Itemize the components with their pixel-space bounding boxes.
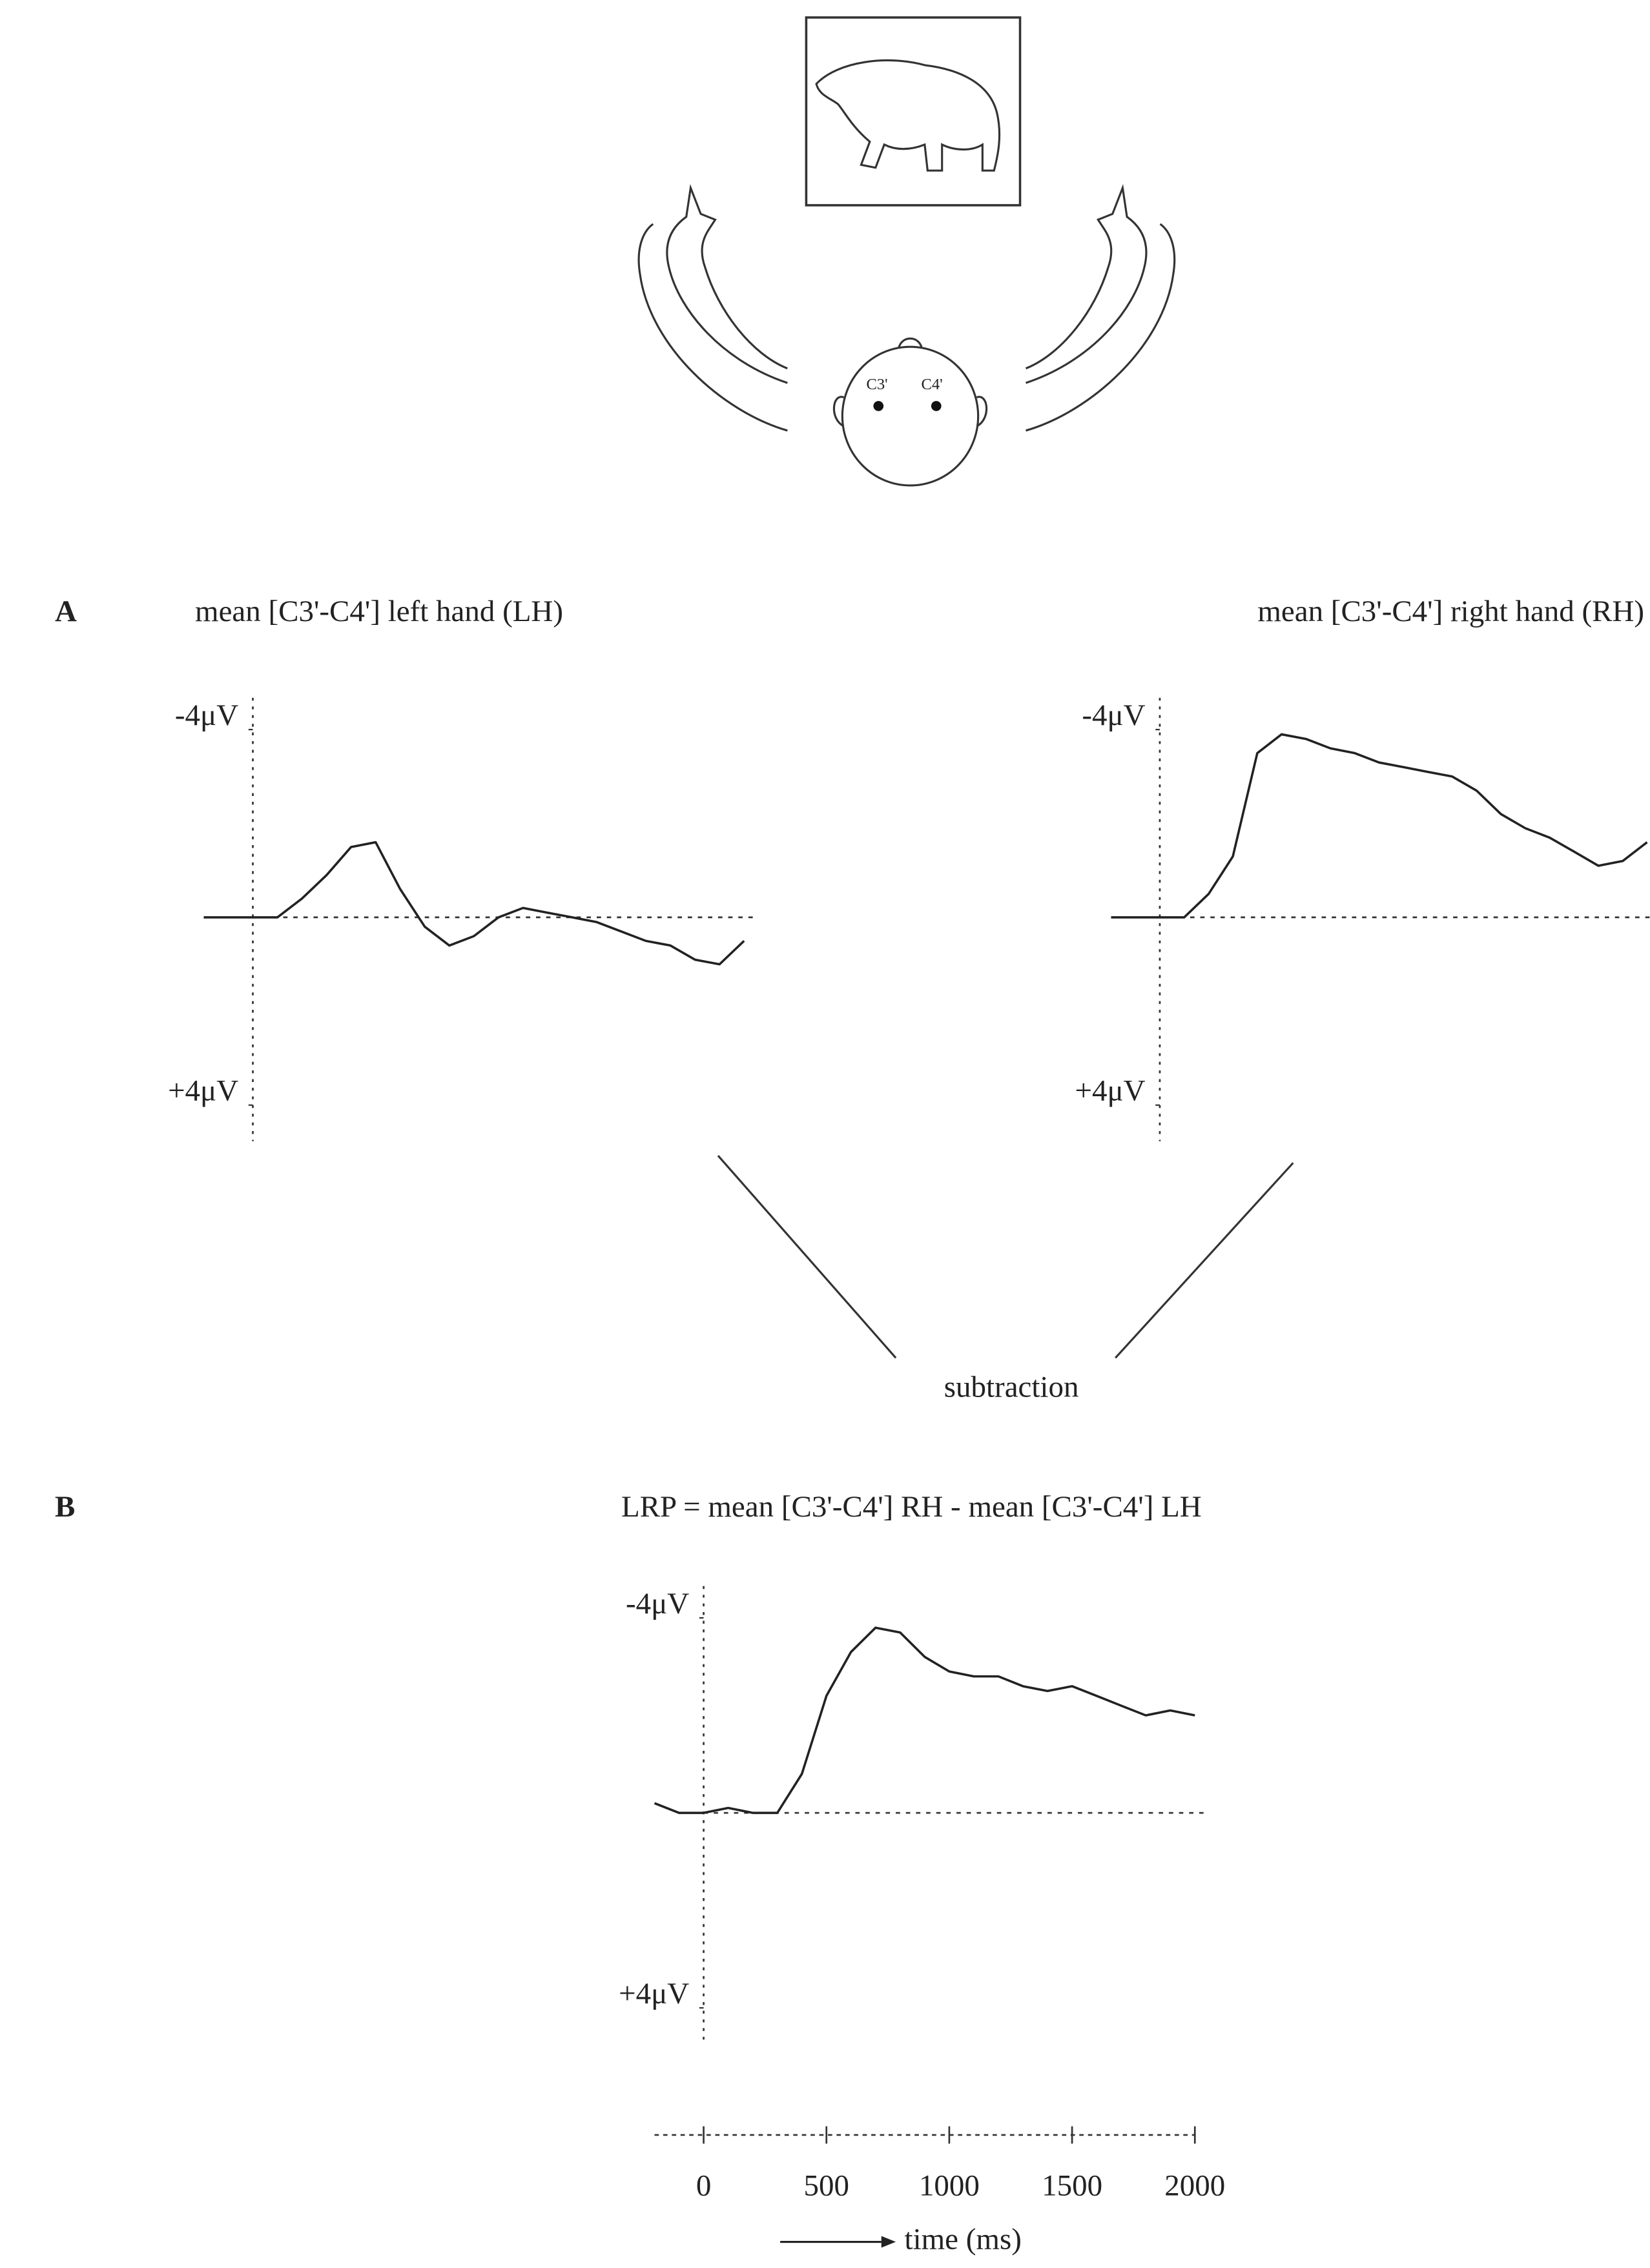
electrode-label: C4' — [921, 376, 942, 393]
illustration: C3' C4' — [637, 16, 1176, 487]
x-tick-label: 2000 — [1164, 2169, 1225, 2203]
electrode-label: C3' — [866, 376, 887, 393]
panel-label: B — [55, 1490, 75, 1524]
x-tick-label: 1000 — [919, 2169, 980, 2203]
y-tick-label: +4μV — [619, 1977, 689, 2010]
chart-title: LRP = mean [C3'-C4'] RH - mean [C3'-C4']… — [621, 1490, 1202, 1524]
electrode — [931, 401, 942, 411]
left-arm — [666, 184, 788, 384]
left-arm-outline — [637, 223, 788, 432]
y-tick-label: +4μV — [168, 1074, 238, 1108]
y-tick-label: -4μV — [175, 699, 238, 732]
annotation: subtraction — [944, 1370, 1079, 1404]
waveform — [654, 1626, 1195, 1814]
head-details — [832, 337, 988, 427]
electrode — [873, 401, 884, 411]
chart-title: mean [C3'-C4'] left hand (LH) — [195, 595, 563, 628]
panel-label: A — [55, 595, 77, 628]
connector — [717, 1155, 897, 1359]
y-tick-label: +4μV — [1075, 1074, 1145, 1108]
y-tick-label: -4μV — [626, 1587, 689, 1620]
x-tick-label: 500 — [804, 2169, 849, 2203]
right-arm — [1025, 184, 1148, 384]
connector — [1115, 1162, 1294, 1359]
picture-frame — [805, 16, 1022, 207]
head — [841, 345, 980, 487]
x-tick-label: 0 — [696, 2169, 711, 2203]
waveform — [203, 841, 745, 966]
x-tick-label: 1500 — [1042, 2169, 1102, 2203]
bear — [815, 59, 1001, 172]
arrow-head — [881, 2236, 896, 2248]
chart-title: mean [C3'-C4'] right hand (RH) — [1257, 595, 1644, 628]
y-tick-label: -4μV — [1082, 699, 1145, 732]
x-axis-label: time (ms) — [905, 2222, 1022, 2256]
waveform — [1111, 733, 1648, 919]
right-arm-outline — [1026, 223, 1176, 432]
